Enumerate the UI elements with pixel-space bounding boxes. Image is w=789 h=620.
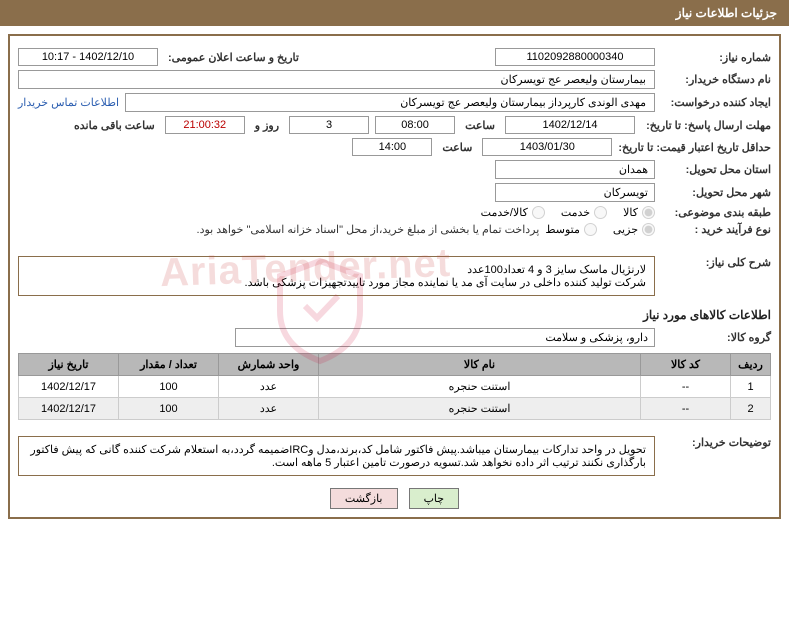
radio-goods-label: کالا — [623, 206, 638, 219]
ann-dt-label: تاریخ و ساعت اعلان عمومی: — [164, 51, 303, 64]
print-button[interactable]: چاپ — [409, 488, 460, 509]
requester-label: ایجاد کننده درخواست: — [661, 96, 771, 109]
th-code: کد کالا — [641, 354, 731, 376]
buyer-contact-link[interactable]: اطلاعات تماس خریدار — [18, 96, 119, 109]
items-table: ردیف کد کالا نام کالا واحد شمارش تعداد /… — [18, 353, 771, 420]
cell-qty: 100 — [119, 398, 219, 420]
proc-type-label: نوع فرآیند خرید : — [661, 223, 771, 236]
radio-goods-service-label: کالا/خدمت — [481, 206, 528, 219]
cell-date: 1402/12/17 — [19, 376, 119, 398]
cell-name: استنت حنجره — [319, 376, 641, 398]
reply-date-field: 1402/12/14 — [505, 116, 635, 134]
radio-medium-label: متوسط — [545, 223, 580, 236]
th-date: تاریخ نیاز — [19, 354, 119, 376]
cell-code: -- — [641, 398, 731, 420]
days-and-label: روز و — [251, 119, 283, 132]
radio-goods[interactable]: کالا — [623, 206, 655, 219]
countdown-field: 21:00:32 — [165, 116, 245, 134]
page-title: جزئیات اطلاعات نیاز — [0, 0, 789, 26]
time-label-2: ساعت — [438, 141, 476, 154]
th-name: نام کالا — [319, 354, 641, 376]
th-unit: واحد شمارش — [219, 354, 319, 376]
ann-dt-field: 1402/12/10 - 10:17 — [18, 48, 158, 66]
reply-deadline-label: مهلت ارسال پاسخ: تا تاریخ: — [641, 119, 771, 132]
main-frame: AriaTender.net شماره نیاز: 1102092880000… — [8, 34, 781, 519]
radio-minor-label: جزیی — [613, 223, 638, 236]
buyer-org-label: نام دستگاه خریدار: — [661, 73, 771, 86]
days-field: 3 — [289, 116, 369, 134]
reply-time-field: 08:00 — [375, 116, 455, 134]
items-section-title: اطلاعات کالاهای مورد نیاز — [18, 308, 771, 322]
category-label: طبقه بندی موضوعی: — [661, 206, 771, 219]
cell-row: 1 — [731, 376, 771, 398]
table-row: 1--استنت حنجرهعدد1001402/12/17 — [19, 376, 771, 398]
buyer-notes-box: تحویل در واحد تدارکات بیمارستان میباشد.پ… — [18, 436, 655, 476]
delivery-city-label: شهر محل تحویل: — [661, 186, 771, 199]
min-valid-date-field: 1403/01/30 — [482, 138, 612, 156]
min-valid-time-field: 14:00 — [352, 138, 432, 156]
cell-qty: 100 — [119, 376, 219, 398]
radio-minor[interactable]: جزیی — [613, 223, 655, 236]
back-button[interactable]: بازگشت — [330, 488, 398, 509]
cell-date: 1402/12/17 — [19, 398, 119, 420]
radio-goods-service[interactable]: کالا/خدمت — [481, 206, 545, 219]
remaining-label: ساعت باقی مانده — [70, 119, 159, 132]
cell-unit: عدد — [219, 376, 319, 398]
delivery-prov-label: استان محل تحویل: — [661, 163, 771, 176]
summary-line1: لارنژیال ماسک سایز 3 و 4 تعداد100عدد — [27, 263, 646, 276]
delivery-city-field: تویسرکان — [495, 183, 655, 202]
radio-service[interactable]: خدمت — [561, 206, 607, 219]
time-label-1: ساعت — [461, 119, 499, 132]
min-valid-label: حداقل تاریخ اعتبار قیمت: تا تاریخ: — [618, 141, 771, 154]
summary-label: شرح کلی نیاز: — [661, 256, 771, 269]
proc-note: پرداخت تمام یا بخشی از مبلغ خرید،از محل … — [197, 223, 540, 236]
radio-service-label: خدمت — [561, 206, 590, 219]
delivery-prov-field: همدان — [495, 160, 655, 179]
summary-box: لارنژیال ماسک سایز 3 و 4 تعداد100عدد شرک… — [18, 256, 655, 296]
buyer-notes-label: توضیحات خریدار: — [661, 436, 771, 449]
buyer-org-field: بیمارستان ولیعصر عج تویسرکان — [18, 70, 655, 89]
radio-medium[interactable]: متوسط — [545, 223, 597, 236]
requester-field: مهدی الوندی کارپرداز بیمارستان ولیعصر عج… — [125, 93, 655, 112]
need-no-label: شماره نیاز: — [661, 51, 771, 64]
summary-line2: شرکت تولید کننده داخلی در سایت آی مد یا … — [27, 276, 646, 289]
th-row: ردیف — [731, 354, 771, 376]
goods-group-field: دارو، پزشکی و سلامت — [235, 328, 655, 347]
table-row: 2--استنت حنجرهعدد1001402/12/17 — [19, 398, 771, 420]
goods-group-label: گروه کالا: — [661, 331, 771, 344]
cell-unit: عدد — [219, 398, 319, 420]
cell-name: استنت حنجره — [319, 398, 641, 420]
cell-row: 2 — [731, 398, 771, 420]
cell-code: -- — [641, 376, 731, 398]
need-no-field: 1102092880000340 — [495, 48, 655, 66]
th-qty: تعداد / مقدار — [119, 354, 219, 376]
